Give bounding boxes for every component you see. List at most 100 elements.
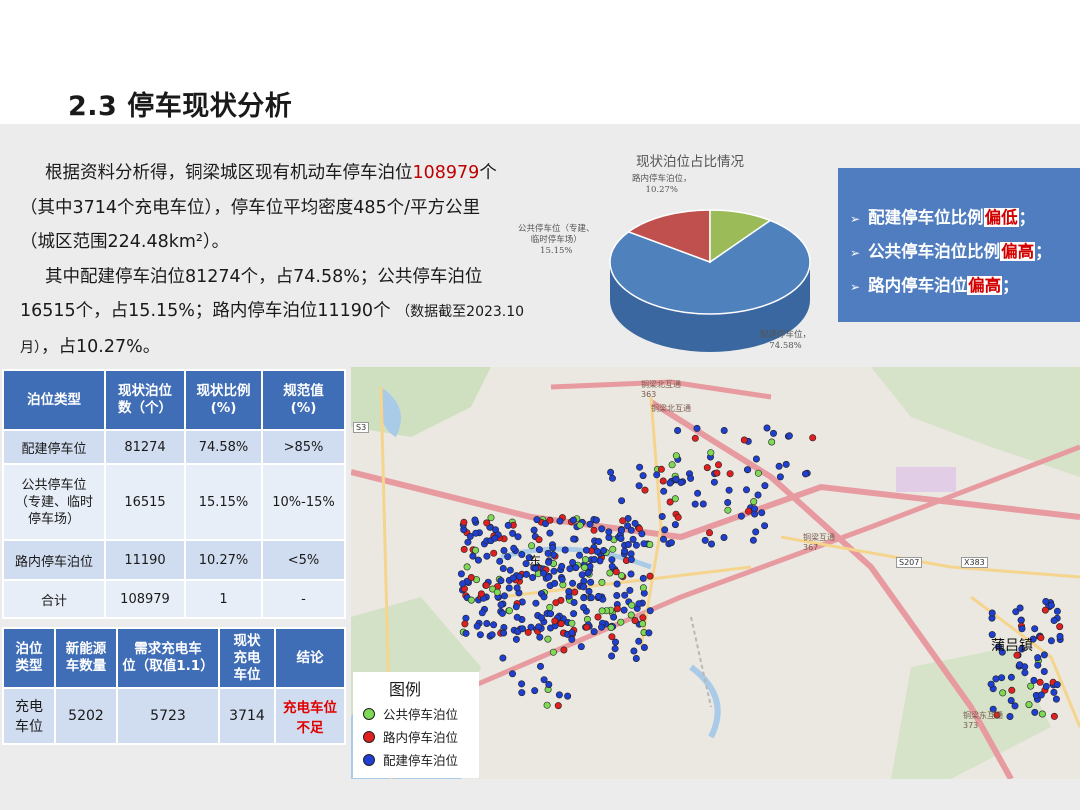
t1-header-ratio: 现状比例 (%): [184, 369, 263, 431]
parking-point: [582, 556, 590, 564]
table-cell: 5723: [116, 687, 220, 745]
parking-point: [600, 547, 608, 555]
finding-2: ➢ 公共停车泊位比例偏高；: [850, 242, 1052, 261]
parking-point: [671, 521, 679, 529]
parking-point: [531, 687, 539, 695]
parking-point: [1050, 712, 1058, 720]
parking-point: [499, 654, 507, 662]
parking-point: [742, 486, 750, 494]
pie-label-built: 配建停车位， 74.58%: [760, 330, 812, 351]
parking-point: [544, 573, 552, 581]
parking-point: [550, 567, 558, 575]
expressway: [550, 379, 772, 400]
parking-point: [564, 692, 572, 700]
parking-point: [525, 554, 533, 562]
parking-point: [1053, 607, 1061, 615]
parking-point: [593, 548, 601, 556]
parking-point: [621, 547, 629, 555]
table-cell: 81274: [104, 429, 186, 465]
road: [639, 396, 663, 648]
parking-point: [707, 540, 715, 548]
parking-point: [627, 611, 635, 619]
parking-point: [769, 429, 777, 437]
parking-point: [504, 553, 512, 561]
parking-point: [668, 461, 676, 469]
parking-point: [1030, 676, 1038, 684]
parking-point: [1027, 682, 1035, 690]
map-label-puluzhen: 蒲吕镇: [991, 638, 1033, 654]
parking-point: [1056, 623, 1064, 631]
para-line-1-end: 个: [479, 163, 497, 183]
parking-point: [701, 536, 709, 544]
parking-point: [610, 613, 618, 621]
parking-point: [657, 465, 665, 473]
parking-point: [595, 592, 603, 600]
parking-point: [672, 452, 680, 460]
parking-point: [751, 505, 759, 513]
table-cell: 10%-15%: [261, 463, 346, 541]
parking-point: [543, 701, 551, 709]
parking-point: [809, 434, 817, 442]
parking-point: [514, 533, 522, 541]
parking-point: [592, 516, 600, 524]
parking-point: [775, 462, 783, 470]
parking-point: [752, 455, 760, 463]
parking-point: [752, 528, 760, 536]
para-line-1: 根据资料分析得，铜梁城区现有机动车停车泊位: [45, 163, 413, 183]
parking-point: [551, 617, 559, 625]
parking-point: [499, 565, 507, 573]
parking-point: [476, 631, 484, 639]
para-line-2: （其中3714个充电车位），停车位平均密度485个/平方公里: [20, 197, 481, 218]
legend-item-public: 公共停车泊位: [363, 704, 458, 723]
parking-point: [609, 545, 617, 553]
parking-point: [707, 449, 715, 457]
parking-point: [538, 614, 546, 622]
parking-point: [659, 477, 667, 485]
parking-point: [638, 530, 646, 538]
t2-header-demand: 需求充电车 位（取值1.1）: [116, 627, 220, 689]
parking-point: [744, 466, 752, 474]
parking-point: [1037, 691, 1045, 699]
parking-point: [641, 486, 649, 494]
parking-point: [580, 604, 588, 612]
parking-point: [549, 648, 557, 656]
table-row: 充电 车位 5202 5723 3714 充电车位 不足: [2, 687, 346, 745]
parking-point: [474, 556, 482, 564]
road: [780, 535, 1080, 579]
parking-point: [750, 498, 758, 506]
parking-point: [744, 507, 752, 515]
table-cell: 1: [184, 579, 263, 619]
parking-point: [460, 518, 468, 526]
parking-point: [607, 468, 615, 476]
parking-point: [568, 635, 576, 643]
parking-point: [613, 605, 621, 613]
parking-point: [463, 563, 471, 571]
parking-point: [724, 499, 732, 507]
t1-header-standard: 规范值 (%): [261, 369, 346, 431]
parking-point: [608, 652, 616, 660]
parking-point: [635, 600, 643, 608]
parking-point: [758, 509, 766, 517]
legend-title: 图例: [389, 680, 422, 699]
parking-point: [1040, 667, 1048, 675]
parking-point: [1016, 661, 1024, 669]
parking-point: [582, 546, 590, 554]
parking-point: [459, 580, 467, 588]
river: [689, 664, 721, 739]
parking-point: [512, 603, 520, 611]
parking-point: [535, 546, 543, 554]
parking-point: [519, 625, 527, 633]
total-spaces-value: 108979: [412, 163, 480, 183]
parking-point: [632, 654, 640, 662]
parking-point: [498, 609, 506, 617]
parking-point: [1007, 696, 1015, 704]
pie-title: 现状泊位占比情况: [636, 154, 744, 170]
parking-point: [482, 581, 490, 589]
parking-point: [691, 500, 699, 508]
parking-point: [631, 519, 639, 527]
parking-point: [598, 578, 606, 586]
parking-point: [532, 599, 540, 607]
parking-point: [528, 542, 536, 550]
parking-point: [509, 529, 517, 537]
parking-point: [569, 579, 577, 587]
